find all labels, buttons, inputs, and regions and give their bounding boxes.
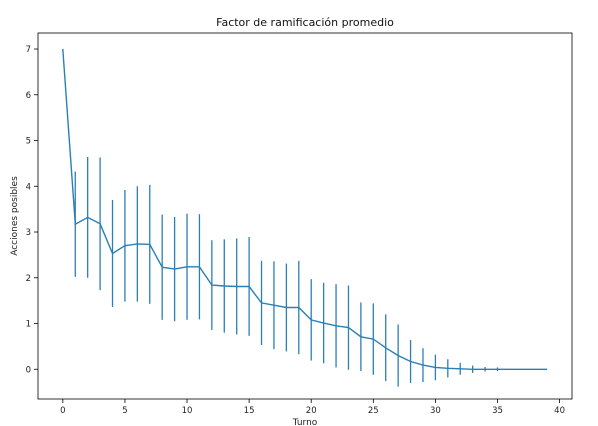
chart-title: Factor de ramificación promedio [216, 16, 394, 29]
series-line [62, 48, 548, 370]
y-axis-label: Acciones posibles [10, 176, 20, 256]
x-tick-label: 40 [554, 406, 565, 416]
x-axis-ticks: 0 5 10 15 20 25 30 35 40 [60, 399, 565, 416]
x-tick-label: 15 [244, 406, 255, 416]
x-tick-label: 20 [306, 406, 317, 416]
x-tick-label: 5 [122, 406, 127, 416]
x-tick-label: 10 [182, 406, 193, 416]
y-tick-label: 7 [26, 45, 31, 55]
y-tick-label: 1 [26, 320, 31, 330]
y-tick-label: 5 [26, 137, 31, 147]
y-tick-label: 4 [26, 182, 31, 192]
x-tick-label: 35 [492, 406, 503, 416]
x-tick-label: 30 [430, 406, 441, 416]
y-tick-label: 2 [26, 274, 31, 284]
y-axis-ticks: 0 1 2 3 4 5 6 7 [26, 45, 38, 375]
x-tick-label: 0 [60, 406, 65, 416]
x-tick-label: 25 [368, 406, 379, 416]
x-axis-label: Turno [292, 418, 318, 426]
plot-area [37, 32, 573, 400]
y-tick-label: 6 [26, 91, 31, 101]
y-tick-label: 3 [26, 228, 31, 238]
y-tick-label: 0 [26, 365, 31, 375]
